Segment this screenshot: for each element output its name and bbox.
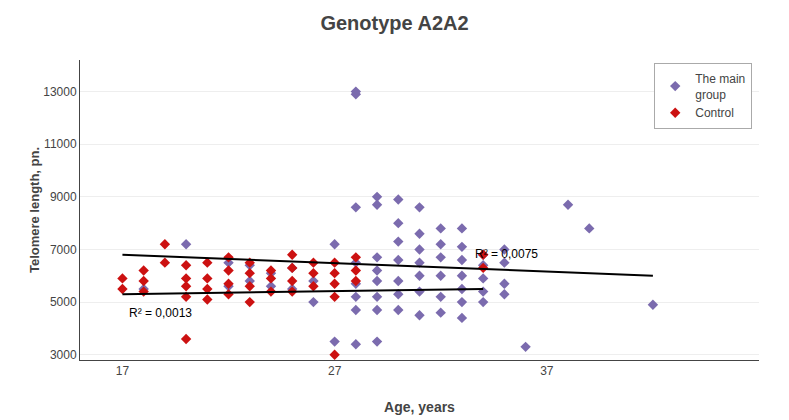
svg-text:9000: 9000 (50, 190, 77, 204)
svg-text:3000: 3000 (50, 348, 77, 362)
svg-text:27: 27 (328, 364, 342, 378)
svg-text:11000: 11000 (44, 137, 77, 151)
svg-text:Age, years: Age, years (384, 399, 455, 415)
svg-text:R² = 0,0075: R² = 0,0075 (475, 247, 538, 261)
svg-text:17: 17 (116, 364, 130, 378)
svg-text:37: 37 (540, 364, 554, 378)
svg-text:The maingroup: The maingroup (695, 72, 745, 102)
svg-text:Genotype A2A2: Genotype A2A2 (320, 12, 468, 34)
svg-text:5000: 5000 (50, 295, 77, 309)
svg-text:13000: 13000 (43, 85, 77, 99)
svg-text:Telomere length, pn.: Telomere length, pn. (27, 147, 42, 273)
svg-text:R² = 0,0013: R² = 0,0013 (129, 306, 192, 320)
svg-text:7000: 7000 (50, 243, 77, 257)
svg-text:Control: Control (695, 106, 734, 120)
